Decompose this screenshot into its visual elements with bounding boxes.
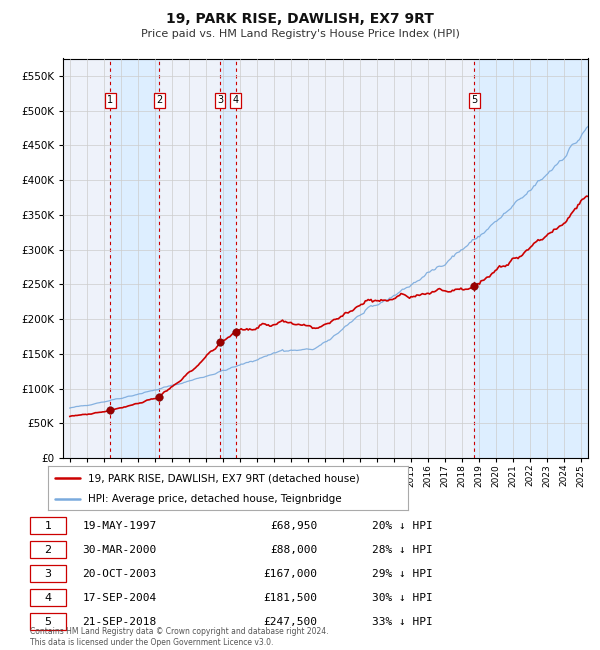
Text: 2: 2: [156, 96, 163, 105]
Bar: [110, 58, 160, 458]
Text: 30-MAR-2000: 30-MAR-2000: [82, 545, 157, 554]
Text: 17-SEP-2004: 17-SEP-2004: [82, 593, 157, 603]
Bar: [475, 58, 588, 458]
Text: 20-OCT-2003: 20-OCT-2003: [82, 569, 157, 578]
Text: £247,500: £247,500: [263, 617, 317, 627]
Text: £167,000: £167,000: [263, 569, 317, 578]
Text: 19, PARK RISE, DAWLISH, EX7 9RT: 19, PARK RISE, DAWLISH, EX7 9RT: [166, 12, 434, 26]
Text: 5: 5: [44, 617, 52, 627]
Text: 1: 1: [44, 521, 52, 530]
Text: HPI: Average price, detached house, Teignbridge: HPI: Average price, detached house, Teig…: [88, 494, 341, 504]
Text: 4: 4: [232, 96, 239, 105]
Text: 3: 3: [217, 96, 223, 105]
Text: £181,500: £181,500: [263, 593, 317, 603]
Text: 4: 4: [44, 593, 52, 603]
Text: 19, PARK RISE, DAWLISH, EX7 9RT (detached house): 19, PARK RISE, DAWLISH, EX7 9RT (detache…: [88, 473, 359, 484]
Text: £88,000: £88,000: [270, 545, 317, 554]
FancyBboxPatch shape: [30, 589, 66, 606]
Text: 33% ↓ HPI: 33% ↓ HPI: [372, 617, 433, 627]
FancyBboxPatch shape: [30, 613, 66, 630]
Text: 20% ↓ HPI: 20% ↓ HPI: [372, 521, 433, 530]
FancyBboxPatch shape: [30, 541, 66, 558]
Text: 19-MAY-1997: 19-MAY-1997: [82, 521, 157, 530]
Text: 29% ↓ HPI: 29% ↓ HPI: [372, 569, 433, 578]
Text: Price paid vs. HM Land Registry's House Price Index (HPI): Price paid vs. HM Land Registry's House …: [140, 29, 460, 39]
Text: 30% ↓ HPI: 30% ↓ HPI: [372, 593, 433, 603]
Text: 3: 3: [44, 569, 52, 578]
Text: 28% ↓ HPI: 28% ↓ HPI: [372, 545, 433, 554]
Bar: [220, 58, 235, 458]
Text: Contains HM Land Registry data © Crown copyright and database right 2024.
This d: Contains HM Land Registry data © Crown c…: [30, 627, 329, 647]
FancyBboxPatch shape: [30, 565, 66, 582]
Text: 1: 1: [107, 96, 113, 105]
Text: 2: 2: [44, 545, 52, 554]
Text: £68,950: £68,950: [270, 521, 317, 530]
Text: 5: 5: [471, 96, 478, 105]
Text: 21-SEP-2018: 21-SEP-2018: [82, 617, 157, 627]
FancyBboxPatch shape: [30, 517, 66, 534]
